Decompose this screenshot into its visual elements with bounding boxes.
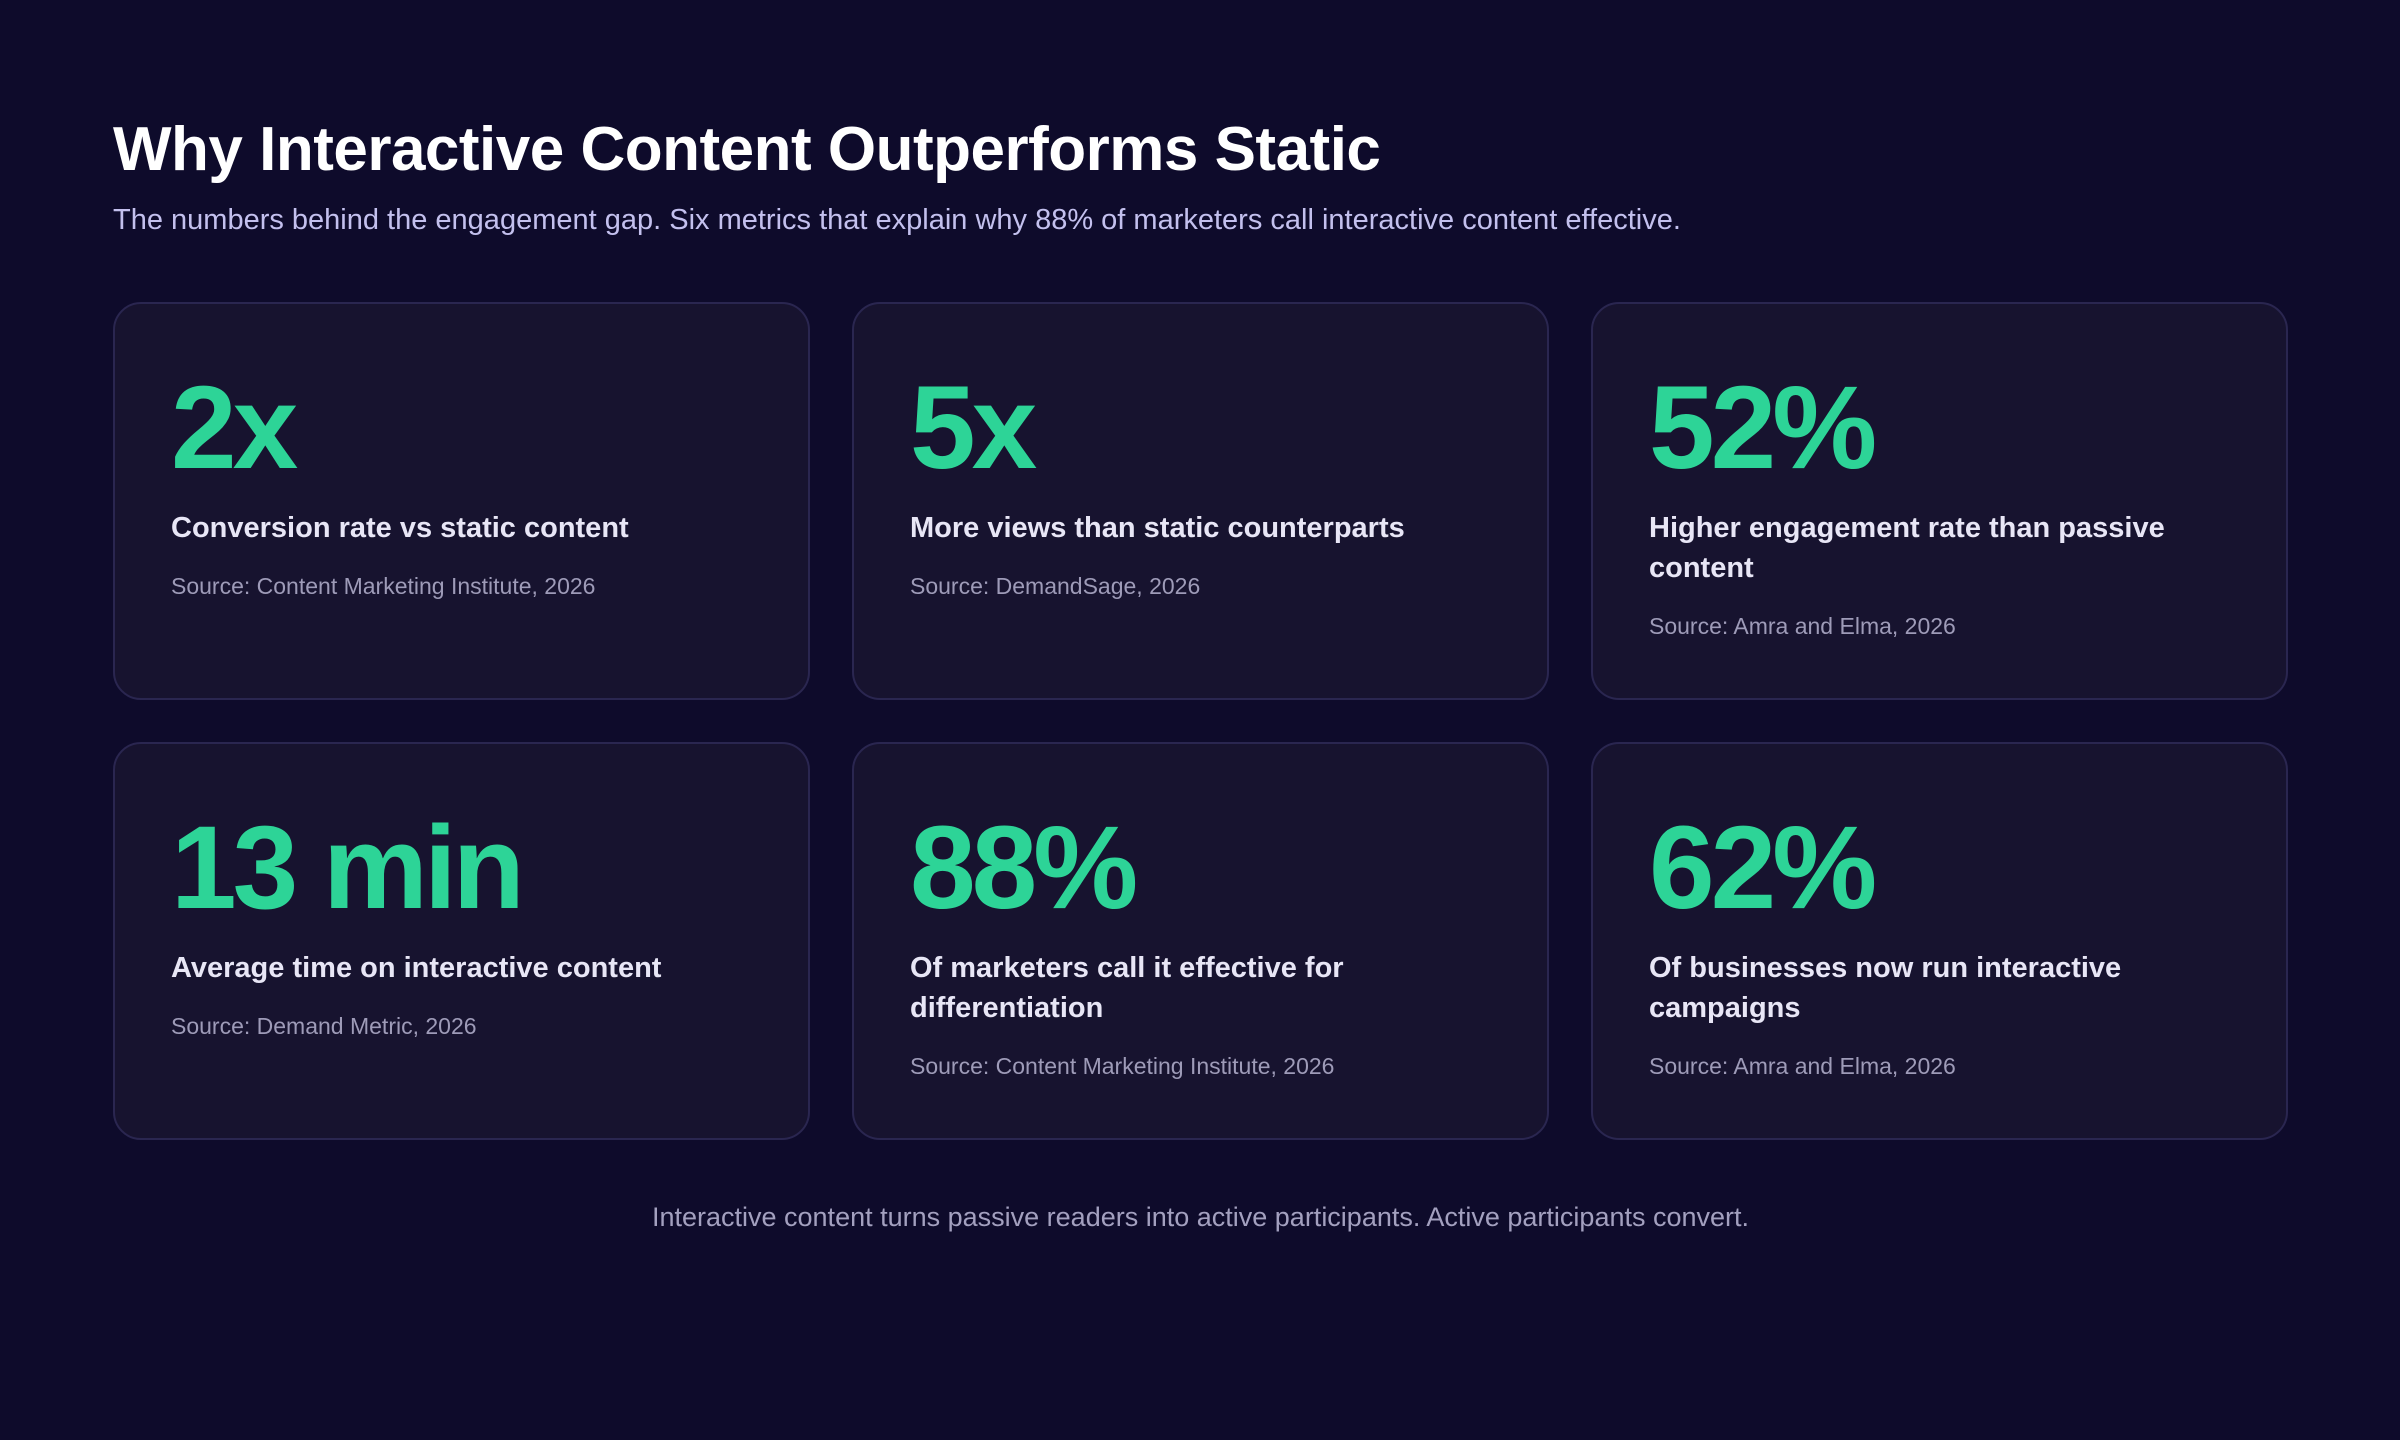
stat-source: Source: DemandSage, 2026 bbox=[910, 573, 1201, 599]
stat-card-grid: 2x Conversion rate vs static content Sou… bbox=[113, 302, 2288, 1140]
stat-card-campaigns: 62% Of businesses now run interactive ca… bbox=[1591, 742, 2288, 1140]
footer-note: Interactive content turns passive reader… bbox=[651, 1202, 1750, 1232]
stat-label: More views than static counterparts bbox=[910, 512, 1405, 544]
stat-value: 13 min bbox=[171, 802, 525, 934]
infographic-page: Why Interactive Content Outperforms Stat… bbox=[113, 0, 2288, 1440]
stat-source: Source: Content Marketing Institute, 202… bbox=[171, 573, 596, 599]
stat-value: 62% bbox=[1649, 802, 1877, 934]
stat-card-differentiation: 88% Of marketers call it effective for d… bbox=[852, 742, 1549, 1140]
page-title: Why Interactive Content Outperforms Stat… bbox=[113, 115, 1381, 184]
stat-card-engagement: 52% Higher engagement rate than passive … bbox=[1591, 302, 2288, 700]
stat-label: Higher engagement rate than passive cont… bbox=[1649, 512, 2165, 584]
stat-label: Conversion rate vs static content bbox=[171, 512, 629, 544]
stat-source: Source: Amra and Elma, 2026 bbox=[1649, 613, 1956, 639]
stat-card-time-on-content: 13 min Average time on interactive conte… bbox=[113, 742, 810, 1140]
stat-card-views: 5x More views than static counterparts S… bbox=[852, 302, 1549, 700]
stat-card-conversion-rate: 2x Conversion rate vs static content Sou… bbox=[113, 302, 810, 700]
stat-source: Source: Amra and Elma, 2026 bbox=[1649, 1053, 1956, 1079]
stat-value: 52% bbox=[1649, 362, 1877, 494]
stat-value: 5x bbox=[910, 362, 1037, 494]
stat-value: 2x bbox=[171, 362, 298, 494]
stat-source: Source: Demand Metric, 2026 bbox=[171, 1013, 477, 1039]
stat-label: Of marketers call it effective for diffe… bbox=[910, 952, 1344, 1024]
page-subtitle: The numbers behind the engagement gap. S… bbox=[113, 204, 1681, 236]
stat-label: Average time on interactive content bbox=[171, 952, 662, 984]
stat-label: Of businesses now run interactive campai… bbox=[1649, 952, 2122, 1024]
stat-source: Source: Content Marketing Institute, 202… bbox=[910, 1053, 1335, 1079]
stat-value: 88% bbox=[910, 802, 1138, 934]
